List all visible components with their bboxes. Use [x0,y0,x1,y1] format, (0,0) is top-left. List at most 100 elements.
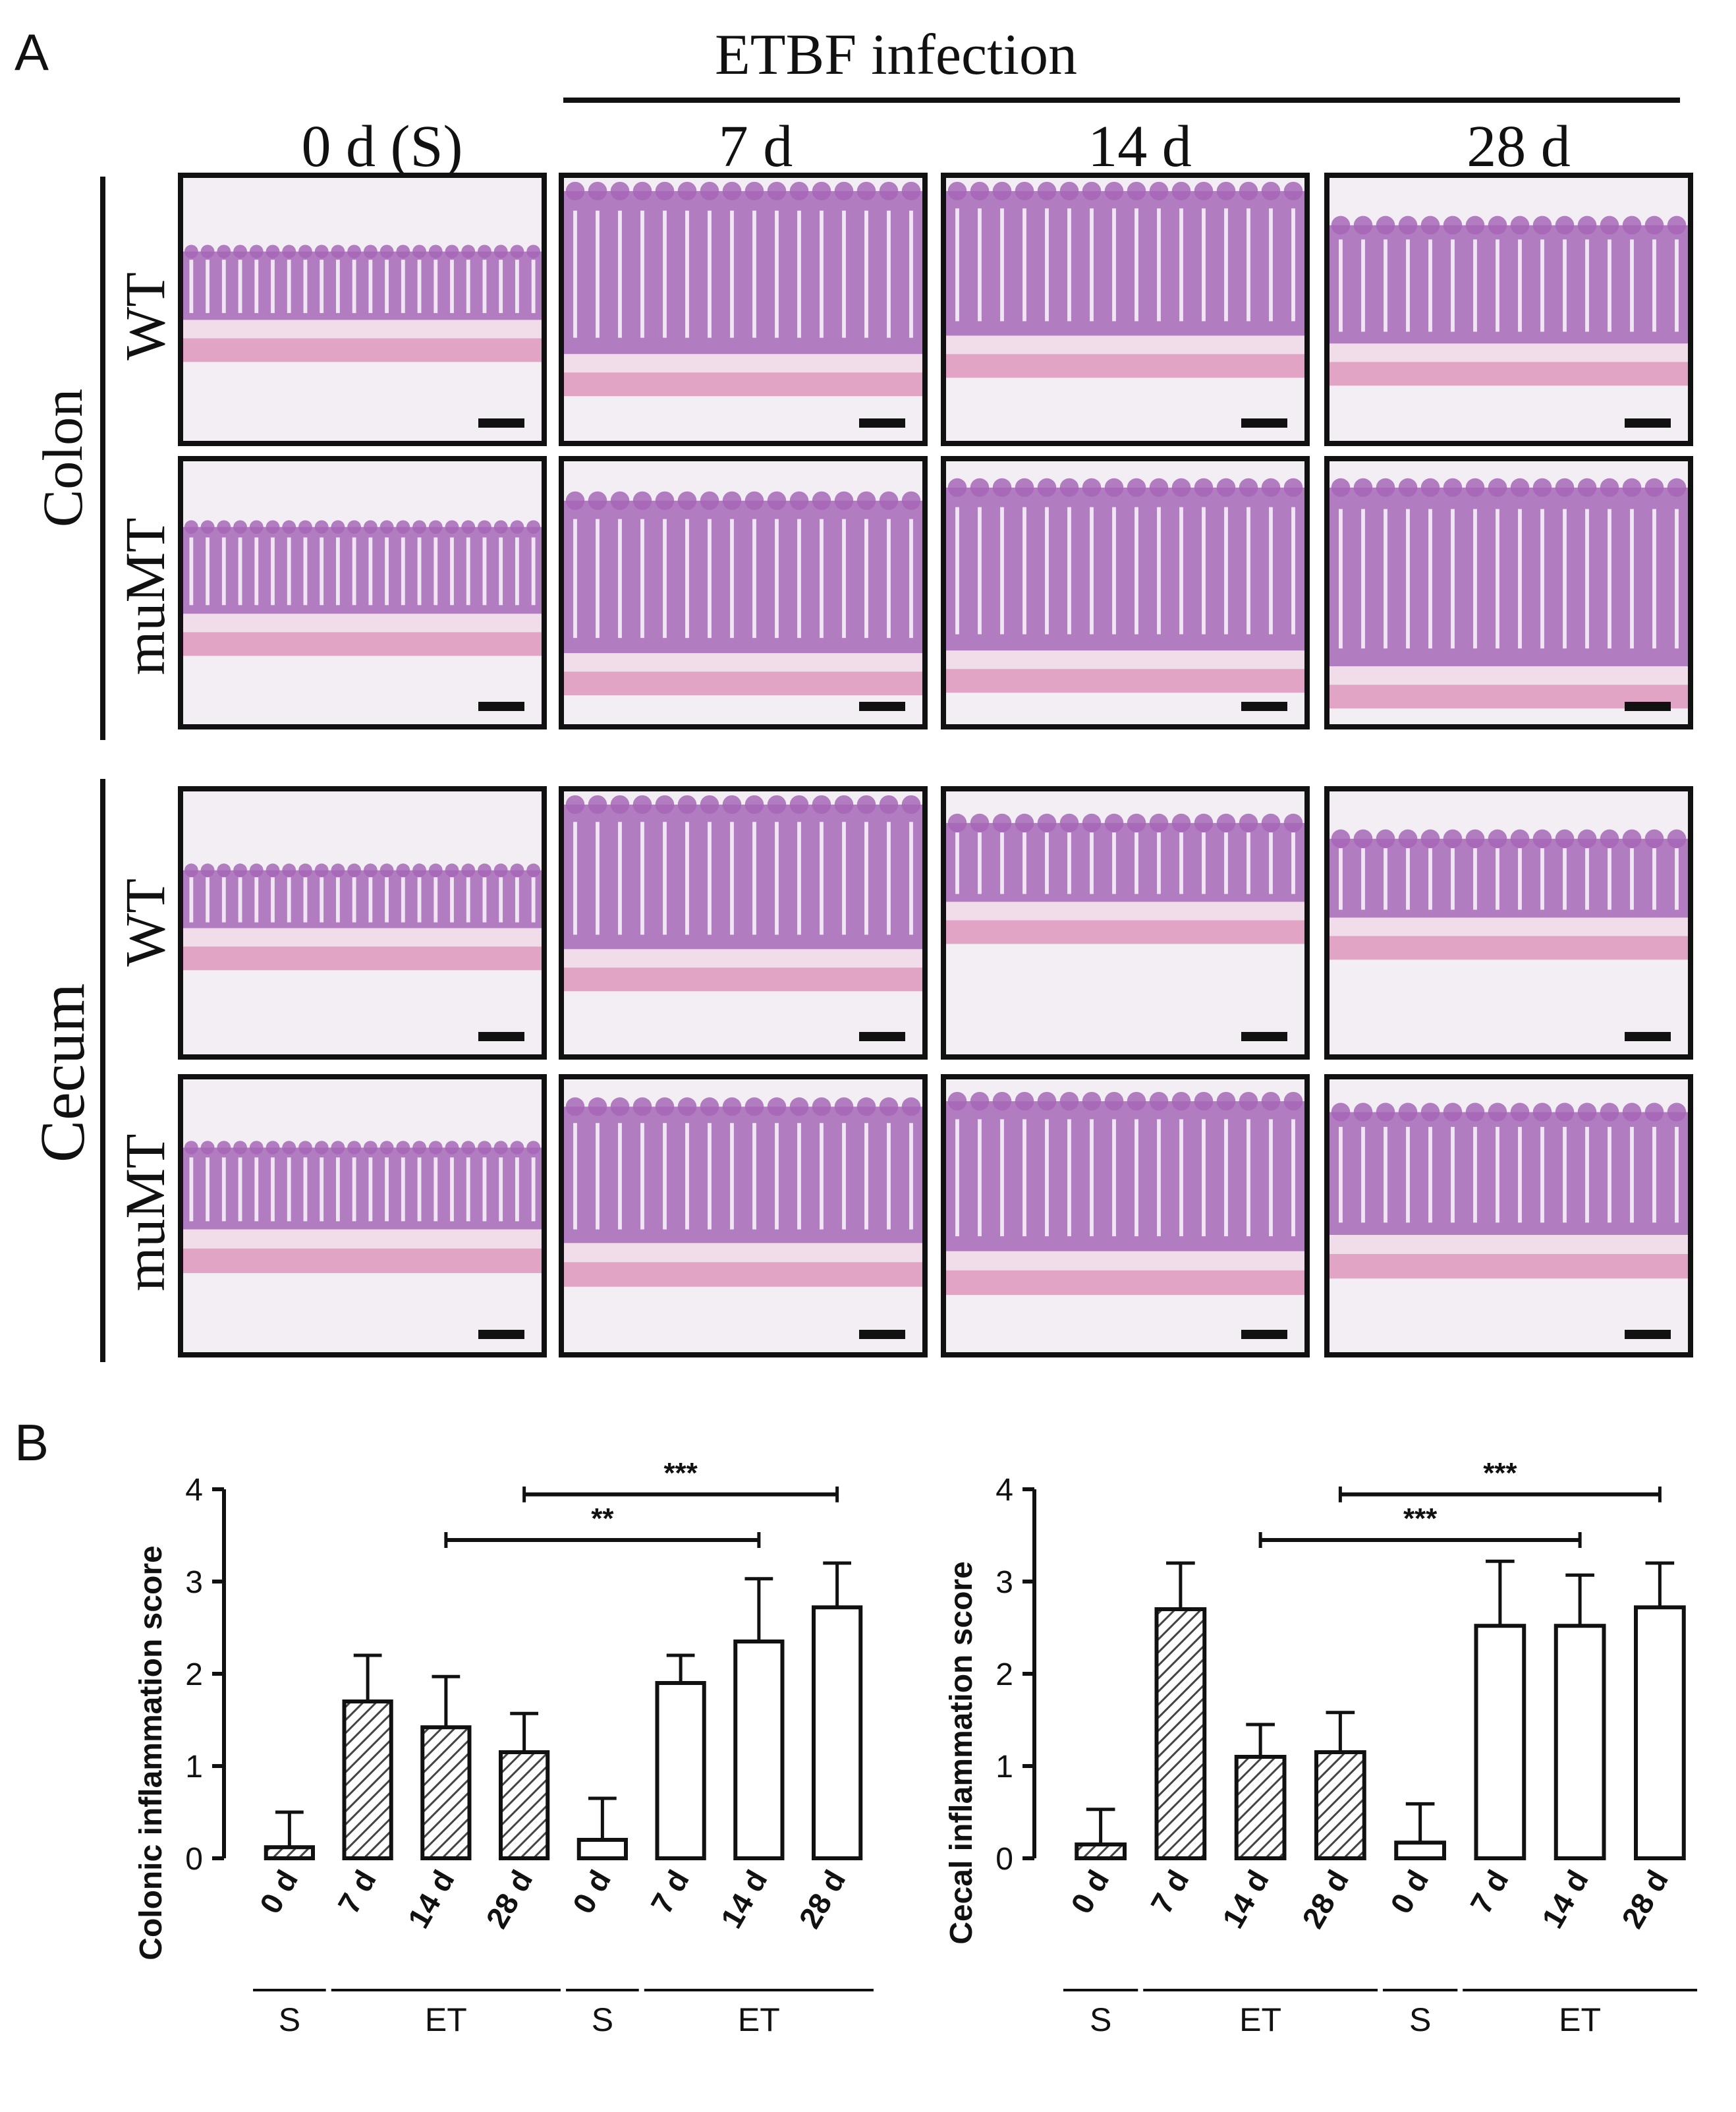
group-label: S [1090,2001,1111,2038]
tissue-label-cecum: Cecum [27,983,98,1162]
bar [812,1605,863,1860]
histology-image-colon-wt-28d [1324,173,1693,446]
colon-bracket [100,177,105,740]
significance-label: *** [663,1457,698,1489]
group-label: ET [1559,2001,1601,2038]
scale-bar [478,418,524,428]
bar [1394,1841,1446,1861]
significance-label: ** [591,1502,614,1535]
scale-bar [1625,418,1671,428]
strain-label-cecum-wt: WT [113,878,177,967]
x-tick-label: 7 d [644,1864,696,1920]
bar [1554,1624,1606,1860]
histology-image-colon-mumt-14d [941,456,1310,729]
scale-bar [859,1032,905,1041]
strain-label-colon-wt: WT [113,272,177,360]
cecal-inflammation-chart: 0 1 2 3 4 Cecal inflammation score 0 d 7 d 14 d 2… [942,1450,1700,2109]
y-tick-label: 4 [995,1473,1013,1508]
group-label: S [279,2001,300,2038]
y-tick-label: 0 [995,1842,1013,1877]
bar [1154,1607,1207,1860]
x-tick-label: 0 d [1384,1864,1435,1920]
x-tick-label: 7 d [1144,1864,1195,1920]
x-tick-label: 14 d [401,1864,461,1934]
cecum-bracket [100,779,105,1362]
histology-image-cecum-mumt-0d [178,1074,547,1357]
bar [1634,1605,1686,1860]
y-tick-label: 3 [995,1565,1013,1600]
strain-label-cecum-mumt: muMT [113,1133,177,1292]
y-axis-label: Cecal inflammation score [944,1561,979,1945]
bar [264,1845,315,1861]
y-tick-label: 2 [185,1657,203,1692]
scale-bar [1241,1032,1287,1041]
bar [1234,1755,1287,1860]
scale-bar [1241,702,1287,711]
column-label-0d: 0 d (S) [301,114,463,179]
group-label: ET [425,2001,467,2038]
group-label: ET [1239,2001,1281,2038]
scale-bar [1625,1032,1671,1041]
histology-image-colon-wt-14d [941,173,1310,446]
y-tick-label: 3 [185,1565,203,1600]
y-tick-label: 4 [185,1473,203,1508]
scale-bar [1625,702,1671,711]
x-tick-label: 28 d [479,1864,539,1934]
column-label-14d: 14 d [1088,114,1192,179]
histology-image-colon-wt-7d [559,173,928,446]
column-label-7d: 7 d [718,114,793,179]
tissue-label-colon: Colon [31,388,94,528]
x-tick-label: 14 d [1535,1864,1595,1934]
bar [499,1750,550,1860]
colonic-inflammation-chart: 0 1 2 3 4 Colonic inflammation score 0 d 7 d 14 … [132,1450,876,2109]
histology-image-cecum-wt-7d [559,786,928,1060]
x-tick-label: 0 d [566,1864,617,1920]
chart-svg: 0 1 2 3 4 Colonic inflammation score 0 d 7 d 14 … [134,1457,874,2038]
scale-bar [1241,1330,1287,1339]
bar [576,1838,628,1860]
histology-image-cecum-wt-28d [1324,786,1693,1060]
histology-image-cecum-wt-0d [178,786,547,1060]
scale-bar [859,702,905,711]
scale-bar [1625,1330,1671,1339]
y-tick-label: 0 [185,1842,203,1877]
panel-b-letter: B [14,1413,49,1471]
x-tick-label: 7 d [1463,1864,1515,1920]
x-tick-label: 0 d [1064,1864,1115,1920]
panel-a-letter: A [14,23,49,81]
bar [420,1725,472,1861]
histology-image-colon-mumt-0d [178,456,547,729]
scale-bar [859,418,905,428]
bar [655,1681,706,1860]
x-tick-label: 14 d [1216,1864,1275,1934]
chart-svg: 0 1 2 3 4 Cecal inflammation score 0 d 7 d 14 d 2… [944,1457,1698,2038]
bar [733,1640,785,1860]
bar [1075,1842,1127,1860]
x-tick-label: 0 d [253,1864,304,1920]
histology-image-colon-mumt-28d [1324,456,1693,729]
scale-bar [478,702,524,711]
column-label-28d: 28 d [1467,114,1571,179]
x-tick-label: 14 d [714,1864,773,1934]
histology-image-colon-mumt-7d [559,456,928,729]
strain-label-colon-mumt: muMT [113,517,177,675]
scale-bar [1241,418,1287,428]
y-axis-label: Colonic inflammation score [134,1545,169,1960]
x-tick-label: 28 d [1615,1864,1675,1934]
histology-image-cecum-mumt-14d [941,1074,1310,1357]
significance-label: *** [1483,1457,1517,1489]
y-tick-label: 1 [185,1750,203,1784]
bar [1314,1750,1366,1860]
scale-bar [478,1032,524,1041]
histology-image-cecum-mumt-7d [559,1074,928,1357]
scale-bar [478,1330,524,1339]
histology-image-colon-wt-0d [178,173,547,446]
etbf-infection-bracket [563,98,1680,103]
etbf-infection-header: ETBF infection [715,23,1077,87]
x-tick-label: 28 d [1295,1864,1355,1934]
histology-image-cecum-wt-14d [941,786,1310,1060]
histology-image-cecum-mumt-28d [1324,1074,1693,1357]
bar [342,1699,393,1860]
y-tick-label: 2 [995,1657,1013,1692]
y-tick-label: 1 [995,1750,1013,1784]
